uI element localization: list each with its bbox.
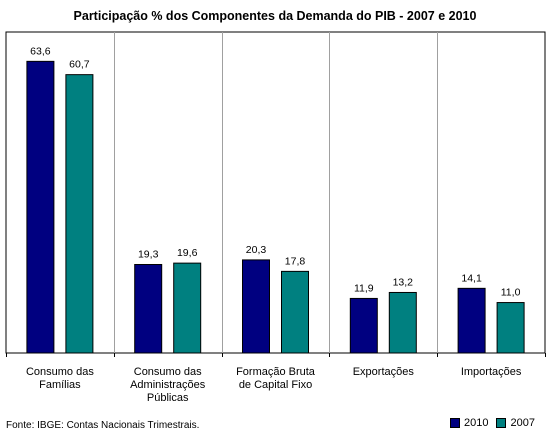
bar-2007 — [496, 302, 525, 354]
category-tick-label: Importações — [461, 366, 522, 378]
legend-swatch-2010 — [450, 418, 460, 428]
category-tick-label-line: Públicas — [147, 392, 189, 404]
bar-2010 — [457, 287, 486, 354]
data-label-2007: 13,2 — [393, 276, 414, 288]
source-note: Fonte: IBGE: Contas Nacionais Trimestrai… — [6, 420, 200, 431]
bar-2010 — [26, 60, 55, 354]
data-label-2010: 11,9 — [354, 282, 374, 294]
data-label-2010: 19,3 — [138, 248, 159, 260]
data-label-2007: 17,8 — [285, 255, 306, 267]
category-tick-label: Consumo das Famílias — [26, 366, 94, 391]
bar-2007 — [281, 270, 309, 354]
category-tick-label: Exportações — [353, 366, 415, 378]
category-tick-label: Consumo das Administrações Públicas — [130, 366, 206, 404]
category-tick-label-line: Formação Bruta — [236, 366, 316, 378]
legend-entry-2007: 2007 — [496, 417, 535, 429]
data-label-2010: 14,1 — [461, 272, 482, 284]
data-label-2007: 11,0 — [501, 287, 521, 299]
bar-2010 — [242, 259, 270, 354]
category-tick-label-line: Importações — [461, 366, 522, 378]
legend-label-2007: 2007 — [510, 417, 535, 429]
data-label-2010: 20,3 — [246, 244, 267, 256]
category-tick-label-line: de Capital Fixo — [239, 379, 312, 391]
data-label-2010: 63,6 — [30, 45, 51, 57]
legend-label-2010: 2010 — [464, 417, 489, 429]
category-tick-label-line: Exportações — [353, 366, 415, 378]
legend-swatch-2007 — [496, 418, 507, 428]
data-label-2007: 19,6 — [177, 247, 198, 259]
category-tick-label-line: Consumo das — [26, 366, 94, 378]
category-tick-label-line: Administrações — [130, 379, 206, 391]
data-label-2007: 60,7 — [69, 59, 90, 71]
bar-2010 — [349, 297, 378, 354]
plot-area-border — [5, 31, 546, 354]
bar-2007 — [65, 74, 94, 354]
bar-2010 — [134, 263, 163, 354]
legend-entry-2010: 2010 — [450, 417, 488, 429]
category-tick-label-line: Consumo das — [134, 366, 202, 378]
legend: 2010 2007 — [450, 417, 543, 429]
category-tick-label-line: Famílias — [39, 379, 81, 391]
category-tick-label: Formação Bruta de Capital Fixo — [236, 366, 316, 391]
bar-2007 — [388, 291, 417, 354]
chart-title: Participação % dos Componentes da Demand… — [73, 9, 477, 23]
bar-2007 — [173, 262, 202, 354]
